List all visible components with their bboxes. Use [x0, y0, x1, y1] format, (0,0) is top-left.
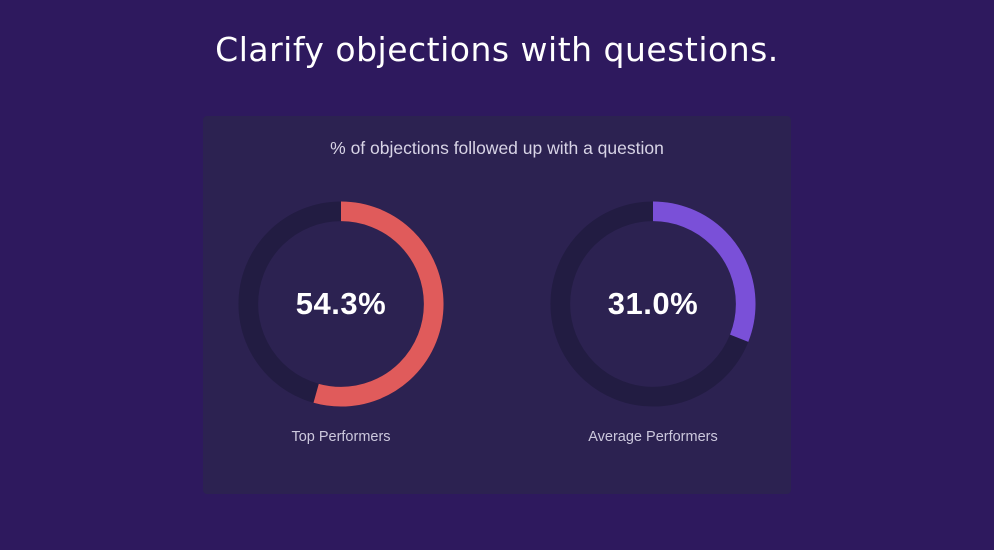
donut-label: Top Performers [291, 429, 391, 445]
donut-ring: 31.0% [550, 201, 756, 407]
donut-chart-svg [238, 201, 444, 407]
chart-card: % of objections followed up with a quest… [203, 116, 791, 494]
donut-chart-svg [550, 201, 756, 407]
chart-title: % of objections followed up with a quest… [330, 138, 664, 158]
page-title: Clarify objections with questions. [215, 30, 779, 69]
donut-average-performers: 31.0% Average Performers [550, 201, 756, 445]
donut-top-performers: 54.3% Top Performers [238, 201, 444, 445]
donut-value: 31.0% [607, 286, 699, 321]
donut-ring: 54.3% [238, 201, 444, 407]
donut-value: 54.3% [295, 286, 387, 321]
donut-label: Average Performers [588, 429, 718, 445]
donuts-row: 54.3% Top Performers 31.0% Average Perfo… [238, 201, 756, 445]
